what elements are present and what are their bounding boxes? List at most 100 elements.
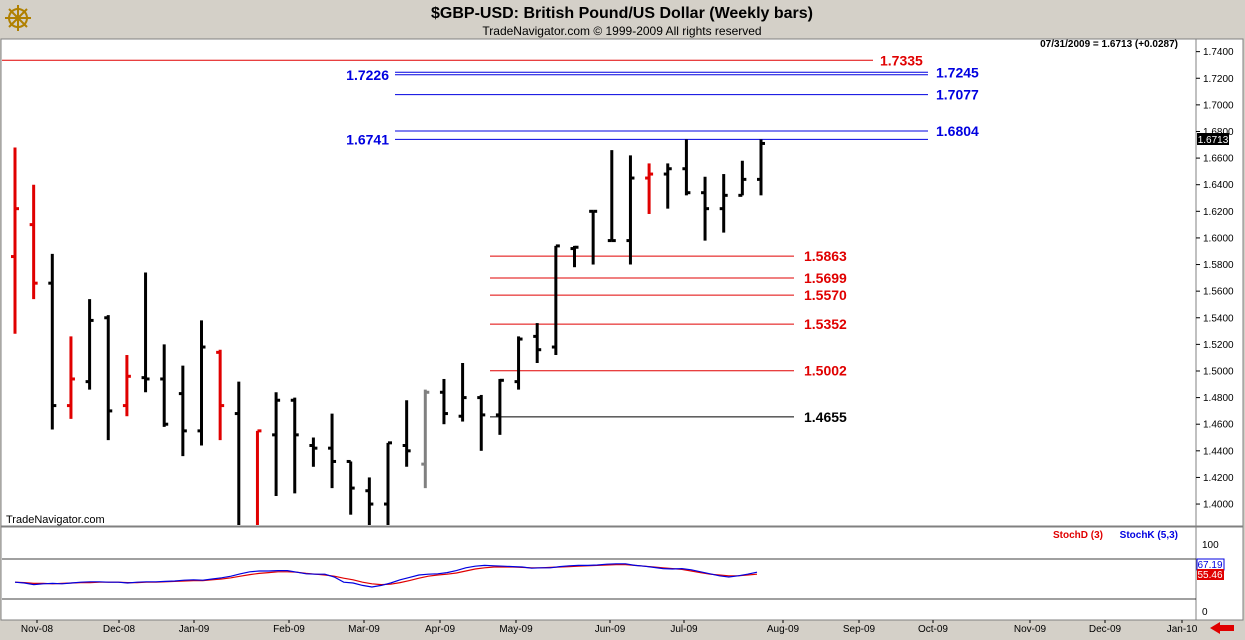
price-tick-label: 1.5600 [1203,287,1234,298]
price-tick-label: 1.4800 [1203,393,1234,404]
ohlc-bar [365,477,374,525]
chart-subtitle: TradeNavigator.com © 1999-2009 All right… [482,24,761,38]
level-label: 1.7077 [936,87,979,103]
level-label: 1.7335 [880,52,923,68]
ohlc-bar [141,272,150,393]
time-tick-label: Aug-09 [767,624,800,635]
level-label: 1.4655 [804,409,847,425]
time-tick-label: Jun-09 [595,624,626,635]
left-arrow-icon[interactable] [1210,622,1234,634]
chart-title: $GBP-USD: British Pound/US Dollar (Weekl… [431,5,813,22]
price-tick-label: 1.5400 [1203,313,1234,324]
ohlc-bar [663,163,672,209]
time-tick-label: Nov-09 [1014,624,1047,635]
level-label: 1.5570 [804,287,847,303]
level-label: 1.7226 [346,67,389,83]
ohlc-bar [328,413,337,489]
ohlc-bar [421,389,430,489]
time-tick-label: Jul-09 [670,624,698,635]
price-tick-label: 1.4000 [1203,500,1234,511]
level-label: 1.5352 [804,316,847,332]
price-tick-label: 1.6400 [1203,180,1234,191]
price-tick-label: 1.7000 [1203,100,1234,111]
ohlc-bar [29,184,38,300]
ohlc-bar [738,160,747,197]
price-tick-label: 1.4200 [1203,473,1234,484]
last-price-marker: 1.6713 [1197,133,1229,146]
stoch-tick-0: 0 [1202,607,1208,618]
ohlc-bar [197,320,206,446]
price-tick-label: 1.6000 [1203,233,1234,244]
price-bars [11,139,765,535]
stoch-tick-100: 100 [1202,540,1219,551]
ohlc-bar [122,355,131,417]
price-tick-label: 1.4400 [1203,446,1234,457]
price-tick-label: 1.6600 [1203,154,1234,165]
ohlc-bar [309,437,318,467]
ohlc-bar [178,365,187,457]
price-tick-label: 1.5800 [1203,260,1234,271]
ohlc-bar [589,209,598,265]
ohlc-bar [85,299,94,390]
time-tick-label: Feb-09 [273,624,305,635]
quote-line: 07/31/2009 = 1.6713 (+0.0287) [1040,39,1178,50]
time-tick-label: Nov-08 [21,624,54,635]
time-tick-label: Jan-09 [179,624,210,635]
time-axis: Nov-08 Dec-08 Jan-09 Feb-09 Mar-09 Apr-09 May-… [21,620,1198,635]
ohlc-bar [290,397,299,494]
time-tick-label: Sep-09 [843,624,876,635]
ohlc-bar [757,139,765,196]
time-tick-label: Jan-10 [1167,624,1198,635]
price-tick-label: 1.6200 [1203,207,1234,218]
price-tick-label: 1.5000 [1203,366,1234,377]
ohlc-bar [216,349,225,441]
ohlc-bar [719,174,728,233]
ohlc-bar [458,363,467,422]
level-label: 1.6804 [936,123,979,139]
ohlc-bar [346,459,355,515]
time-tick-label: Apr-09 [425,624,455,635]
ohlc-bar [533,323,542,364]
price-axis-panel [1195,38,1244,527]
ohlc-bar [48,253,57,430]
ohlc-bar [495,378,504,435]
stoch-legend-d: StochD (3) [1053,530,1103,541]
price-tick-label: 1.7200 [1203,74,1234,85]
ohlc-bar [104,315,113,441]
ohlc-bar [477,394,486,451]
time-tick-label: May-09 [499,624,533,635]
ohlc-bar [160,344,169,427]
ohlc-bar [384,441,392,525]
stoch-panel [0,526,1197,621]
time-tick-label: Mar-09 [348,624,380,635]
ohlc-bar [551,244,560,356]
ship-wheel-icon [5,5,31,31]
level-label: 1.5002 [804,363,847,379]
ohlc-bar [11,147,19,334]
watermark: TradeNavigator.com [6,514,105,526]
stoch-legend-k: StochK (5,3) [1120,530,1178,541]
ohlc-bar [626,155,635,265]
stoch-value-d: 55.46 [1197,569,1224,581]
ohlc-bar [607,150,616,243]
price-tick-label: 1.4600 [1203,420,1234,431]
header: $GBP-USD: British Pound/US Dollar (Weekl… [5,5,813,38]
level-label: 1.6741 [346,131,389,147]
svg-text:55.46: 55.46 [1197,570,1222,581]
time-tick-label: Dec-09 [1089,624,1122,635]
level-label: 1.7245 [936,64,979,80]
level-label: 1.5699 [804,270,847,286]
stoch-k-line [14,563,758,588]
ohlc-bar [570,245,579,268]
ohlc-bar [66,336,75,419]
ohlc-bar [701,176,710,241]
time-tick-label: Dec-08 [103,624,136,635]
price-tick-label: 1.5200 [1203,340,1234,351]
price-axis: 1.7400 1.7200 1.7000 1.6800 1.6600 1.6400 1.62… [1196,47,1234,511]
stochastic-lines [2,558,1196,600]
fib-levels: 1.7335 1.7245 1.7226 1.7077 1.6804 1.6741 1.58… [2,52,979,425]
ohlc-bar [682,139,691,196]
ohlc-bar [645,163,654,214]
